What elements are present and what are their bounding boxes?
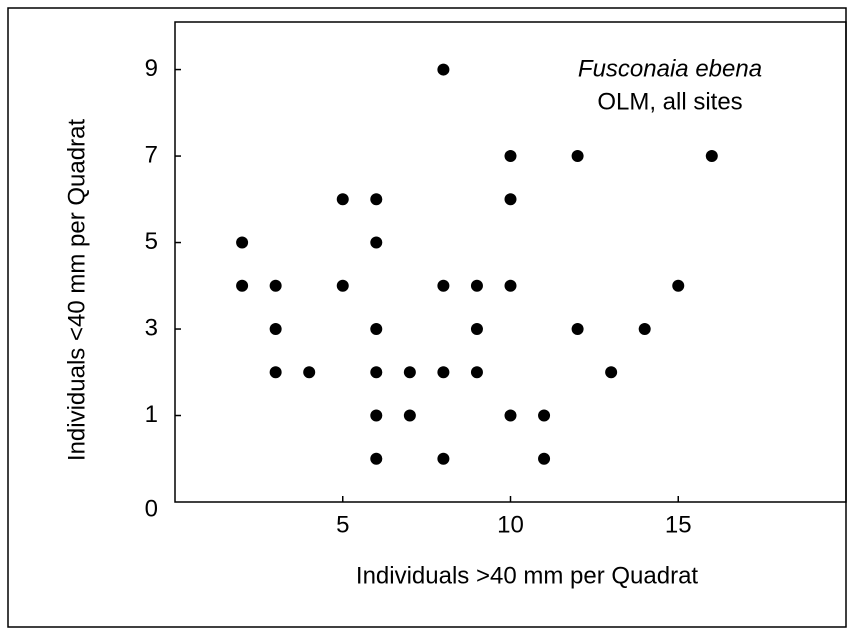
point — [269, 323, 282, 336]
point — [236, 279, 249, 292]
point — [470, 323, 483, 336]
point — [437, 366, 450, 379]
point — [269, 279, 282, 292]
point — [336, 193, 349, 206]
point — [437, 63, 450, 76]
origin-label: 0 — [145, 495, 158, 522]
annotation: OLM, all sites — [597, 88, 742, 115]
point — [370, 323, 383, 336]
point — [470, 366, 483, 379]
point — [504, 409, 517, 422]
point — [370, 193, 383, 206]
x-tick-label: 5 — [336, 511, 349, 538]
point — [571, 323, 584, 336]
x-tick-label: 15 — [665, 511, 692, 538]
point — [370, 236, 383, 249]
y-tick-label: 1 — [145, 401, 158, 428]
point — [236, 236, 249, 249]
point — [605, 366, 618, 379]
point — [336, 279, 349, 292]
point — [370, 366, 383, 379]
y-tick-label: 9 — [145, 55, 158, 82]
point — [504, 193, 517, 206]
point — [403, 366, 416, 379]
x-tick-label: 10 — [497, 511, 524, 538]
point — [638, 323, 651, 336]
point — [538, 452, 551, 465]
point — [470, 279, 483, 292]
point — [370, 409, 383, 422]
point — [403, 409, 416, 422]
point — [504, 150, 517, 163]
y-axis-title: Individuals <40 mm per Quadrat — [63, 119, 90, 462]
point — [538, 409, 551, 422]
point — [370, 452, 383, 465]
y-tick-label: 7 — [145, 141, 158, 168]
y-tick-label: 5 — [145, 228, 158, 255]
point — [504, 279, 517, 292]
x-axis-title: Individuals >40 mm per Quadrat — [356, 562, 699, 589]
point — [672, 279, 685, 292]
y-tick-label: 3 — [145, 314, 158, 341]
point — [571, 150, 584, 163]
point — [303, 366, 316, 379]
plot-frame — [174, 21, 847, 503]
point — [705, 150, 718, 163]
point — [437, 452, 450, 465]
point — [269, 366, 282, 379]
annotation: Fusconaia ebena — [578, 55, 762, 82]
point — [437, 279, 450, 292]
